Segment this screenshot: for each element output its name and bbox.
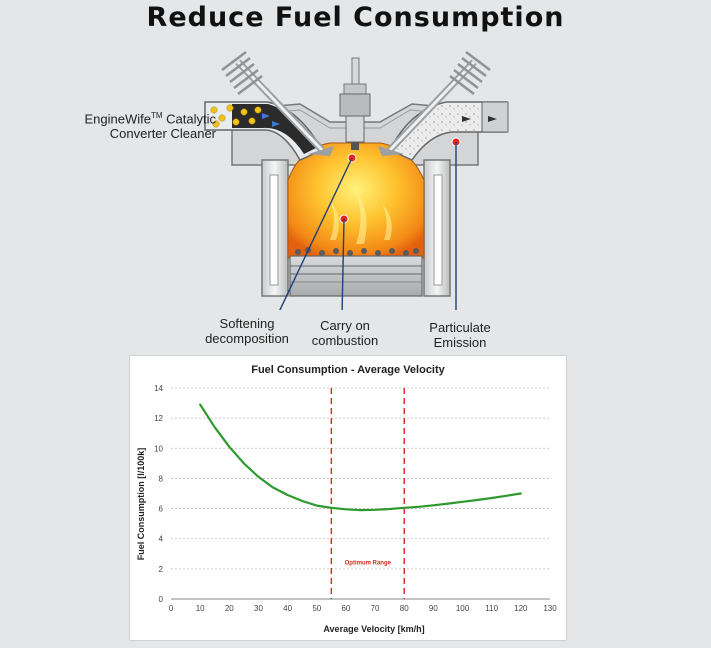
x-tick-label: 20 — [225, 604, 234, 613]
grid-lines — [171, 387, 550, 570]
engine-cylinder-diagram — [204, 51, 509, 310]
trademark-mark: TM — [150, 111, 163, 120]
x-tick-label: 50 — [312, 604, 321, 613]
x-tick-label: 110 — [485, 604, 498, 613]
product-label: EngineWifeTM Catalytic Converter Cleaner — [56, 108, 216, 141]
particulate-line1: Particulate — [429, 320, 491, 335]
piston — [289, 255, 423, 297]
y-tick-label: 12 — [154, 414, 163, 423]
carbon-deposits — [295, 247, 419, 256]
x-axis-label: Average Velocity [km/h] — [323, 624, 424, 634]
combustion-flame — [287, 142, 425, 259]
x-tick-label: 90 — [429, 604, 438, 613]
x-tick-label: 60 — [341, 604, 350, 613]
product-name: EngineWife — [84, 111, 151, 127]
optimum-range-label: Optimum Range — [345, 560, 392, 566]
y-tick-label: 4 — [159, 535, 164, 544]
softening-line1: Softening — [219, 316, 275, 331]
intake-valve — [221, 51, 334, 156]
particulate-label: Particulate Emission — [414, 320, 506, 350]
flame-wisps — [330, 188, 392, 244]
y-tick-label: 2 — [159, 565, 164, 574]
intake-flow-arrows — [262, 113, 280, 127]
x-tick-label: 70 — [371, 604, 380, 613]
combustion-line1: Carry on — [320, 318, 370, 333]
callout-lines — [279, 142, 457, 310]
product-line2: Converter Cleaner — [109, 126, 216, 142]
x-tick-label: 40 — [283, 604, 292, 613]
x-tick-label: 10 — [196, 604, 205, 613]
softening-line2: decomposition — [205, 331, 289, 346]
combustion-label: Carry on combustion — [300, 318, 390, 348]
spark-plug — [339, 57, 371, 150]
y-tick-label: 10 — [154, 444, 163, 453]
y-tick-label: 6 — [159, 505, 164, 514]
page-title: Reduce Fuel Consumption — [146, 2, 565, 33]
y-axis-label: Fuel Consumption [l/100k] — [136, 448, 146, 561]
exhaust-valve — [378, 51, 491, 156]
x-tick-label: 130 — [543, 604, 557, 613]
cleaner-particles — [210, 104, 262, 128]
product-line1-rest: Catalytic — [162, 111, 216, 127]
x-tick-label: 30 — [254, 604, 263, 613]
particulate-line2: Emission — [433, 335, 487, 350]
x-tick-label: 100 — [456, 604, 470, 613]
fuel-consumption-line — [199, 403, 522, 512]
axes: 0 2 4 6 8 10 12 14 0 10 20 30 40 50 60 70 80 90 100 110 120 1… — [154, 384, 557, 613]
softening-label: Softening decomposition — [192, 316, 302, 346]
x-tick-label: 120 — [514, 604, 528, 613]
y-tick-label: 8 — [159, 474, 164, 483]
optimum-range: Optimum Range — [330, 388, 405, 599]
y-tick-label: 14 — [154, 384, 163, 393]
y-tick-label: 0 — [159, 595, 164, 604]
exhaust-flow-arrows — [462, 116, 497, 122]
chart-title: Fuel Consumption - Average Velocity — [251, 364, 445, 376]
x-tick-label: 0 — [169, 604, 174, 613]
fuel-consumption-chart: Fuel Consumption - Average Velocity 0 2 4 6… — [129, 355, 567, 641]
chart-canvas: Fuel Consumption - Average Velocity 0 2 4 6… — [136, 364, 557, 634]
x-tick-label: 80 — [400, 604, 409, 613]
combustion-line2: combustion — [311, 333, 379, 348]
series-layer — [199, 403, 522, 512]
